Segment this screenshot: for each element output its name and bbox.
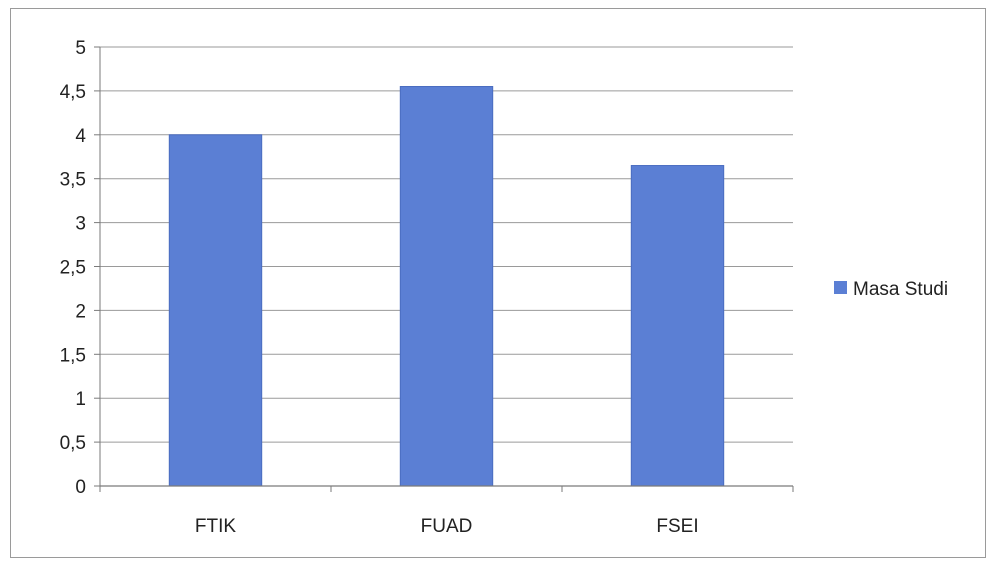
- legend-label: Masa Studi: [853, 279, 948, 300]
- y-tick-label: 3,5: [60, 170, 86, 191]
- axes: [99, 47, 794, 492]
- bar-ftik: [168, 134, 263, 487]
- y-tick-label: 1: [75, 389, 86, 410]
- y-tick-label: 2,5: [60, 258, 86, 279]
- y-tick-label: 1,5: [60, 345, 86, 366]
- y-tick-label: 3: [75, 214, 86, 235]
- x-tick-label: FUAD: [421, 516, 473, 537]
- x-tick-label: FSEI: [656, 516, 698, 537]
- y-tick-label: 0,5: [60, 433, 86, 454]
- bar-fuad: [399, 86, 494, 487]
- x-tick-labels: FTIK FUAD FSEI: [195, 516, 699, 537]
- y-tick-label: 0: [75, 477, 86, 498]
- y-tick-labels: 0 0,5 1 1,5 2 2,5 3 3,5 4 4,5 5: [60, 38, 87, 498]
- legend-swatch: [834, 281, 847, 294]
- bars: [168, 86, 725, 487]
- y-tick-label: 5: [75, 38, 86, 59]
- y-tick-label: 2: [75, 301, 86, 322]
- y-tick-label: 4,5: [60, 82, 86, 103]
- x-tick-label: FTIK: [195, 516, 236, 537]
- legend: Masa Studi: [834, 279, 948, 300]
- bar-fsei: [630, 165, 725, 487]
- y-tick-label: 4: [75, 126, 86, 147]
